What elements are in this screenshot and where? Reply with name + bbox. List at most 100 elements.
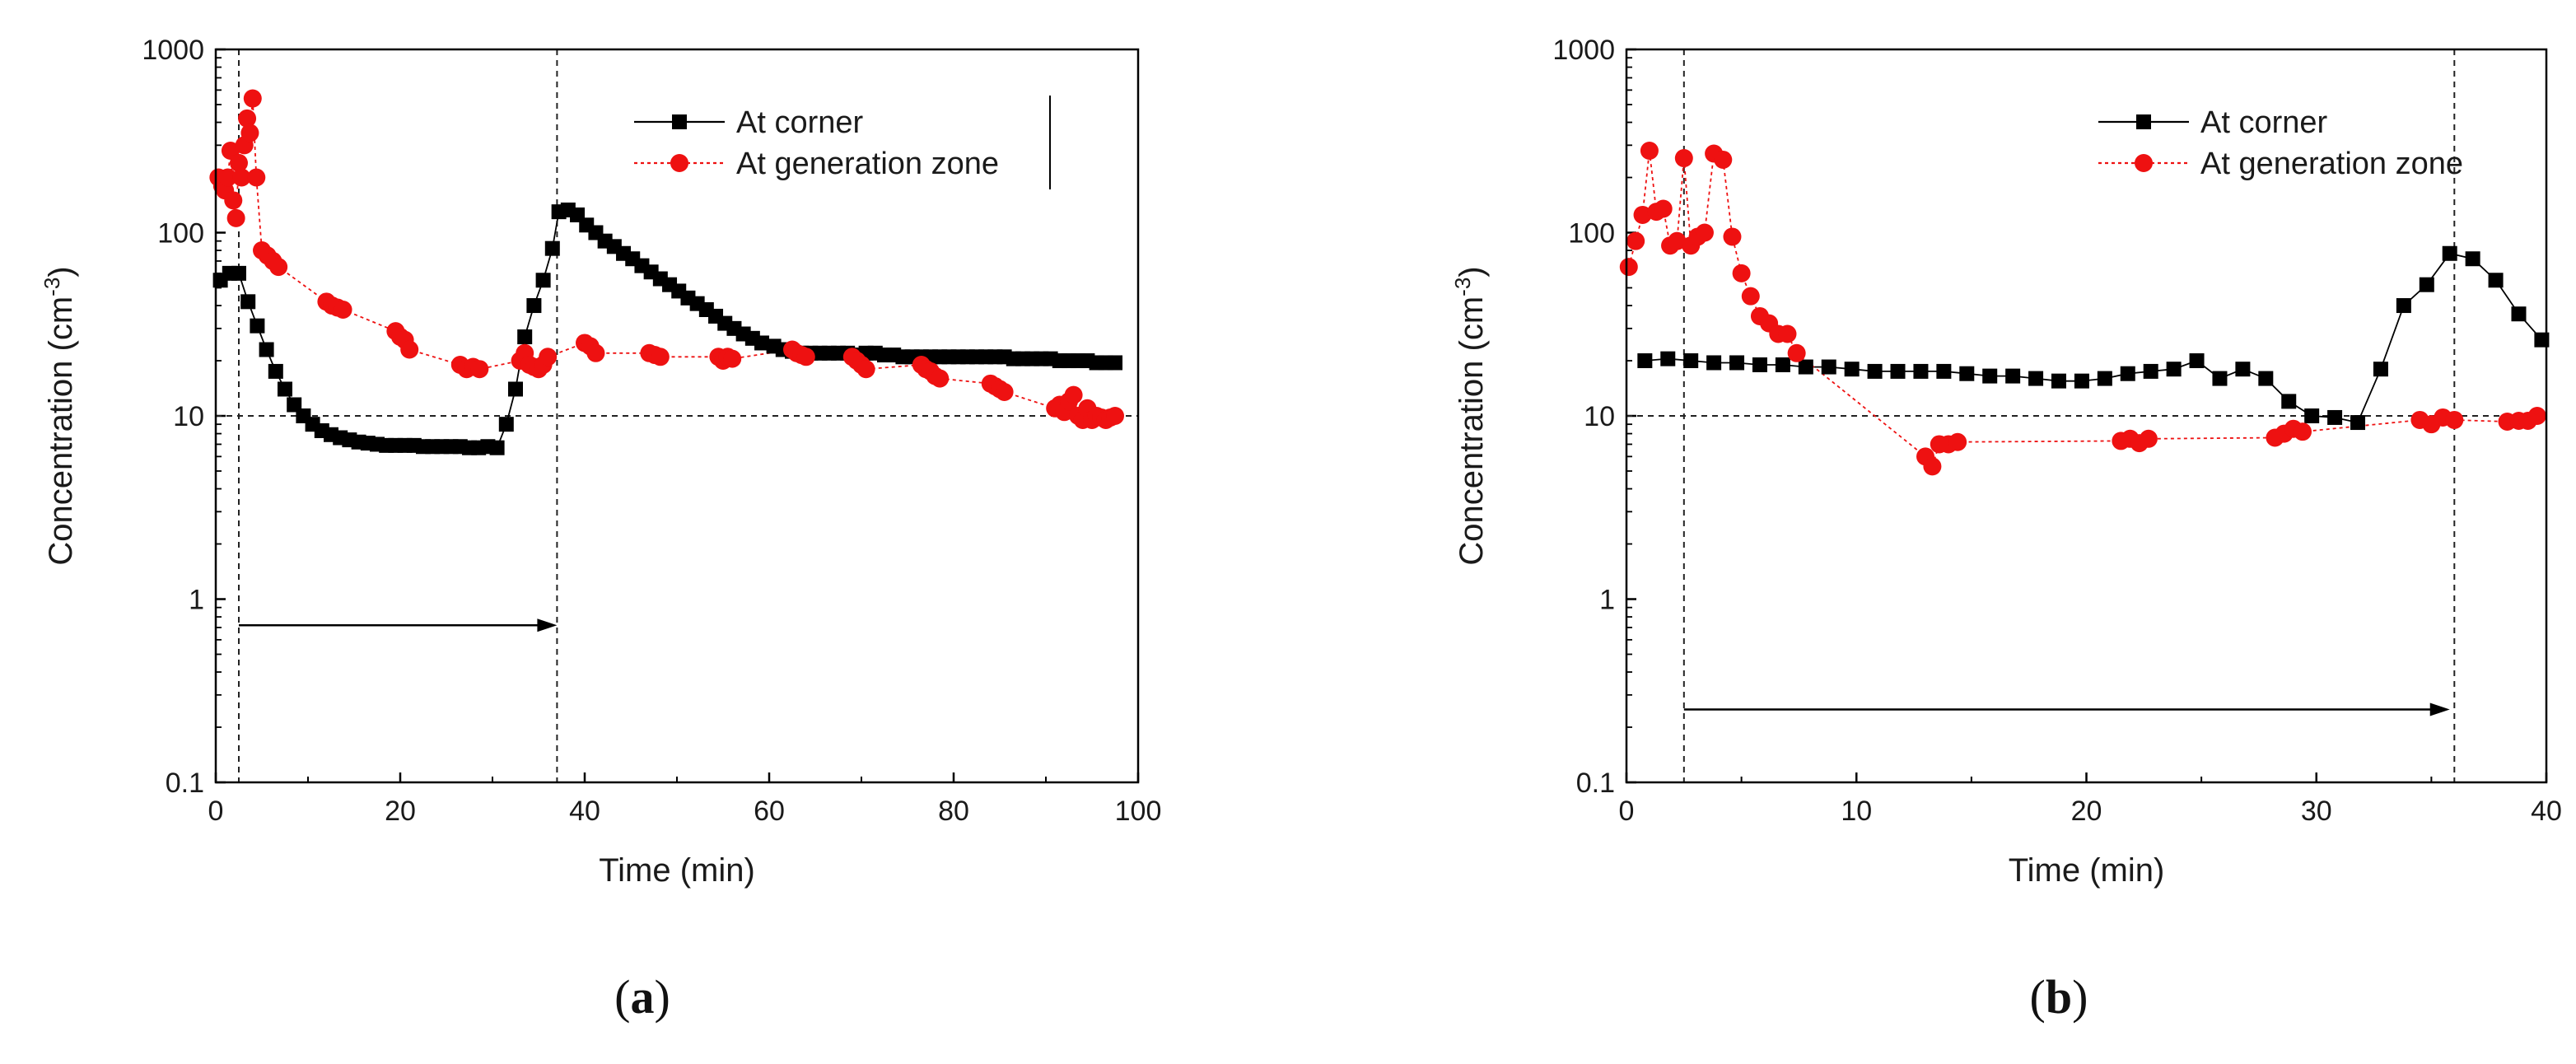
legend: At corner At generation zone (2098, 105, 2463, 181)
data-point-corner (278, 381, 292, 397)
data-point-corner (2166, 362, 2182, 377)
data-point-corner (1660, 351, 1676, 366)
data-point-generation-zone (1923, 457, 1942, 476)
data-point-corner (2258, 371, 2274, 386)
y-tick-label: 1 (1599, 585, 1615, 616)
data-point-corner (250, 318, 265, 334)
y-tick-label: 10 (1584, 401, 1615, 432)
x-tick-label: 80 (938, 796, 969, 827)
x-tick-label: 100 (1115, 796, 1162, 827)
data-point-corner (526, 298, 542, 314)
x-tick-label: 40 (2531, 796, 2562, 827)
data-point-corner (1108, 355, 1122, 371)
data-point-corner (2327, 409, 2343, 425)
legend-marker-square (2136, 114, 2151, 129)
y-axis-label-superscript: -3 (1450, 278, 1475, 296)
x-tick-label: 20 (2071, 796, 2102, 827)
data-point-corner (2143, 363, 2158, 379)
data-point-corner (2511, 306, 2527, 322)
data-point-generation-zone (1626, 231, 1645, 250)
data-point-generation-zone (1633, 205, 1652, 224)
data-point-generation-zone (224, 191, 243, 210)
data-point-corner (1982, 368, 1998, 384)
data-point-generation-zone (931, 369, 950, 388)
data-point-generation-zone (1640, 142, 1659, 161)
data-point-corner (1913, 363, 1929, 379)
data-point-corner (1729, 355, 1745, 371)
data-point-corner (2488, 273, 2504, 288)
x-axis-label: Time (min) (2009, 852, 2165, 889)
data-point-generation-zone (1723, 227, 1742, 246)
data-point-generation-zone (2445, 410, 2464, 429)
data-point-generation-zone (400, 340, 419, 359)
data-point-corner (508, 381, 523, 397)
data-point-generation-zone (238, 109, 257, 128)
data-point-corner (2442, 245, 2457, 261)
data-point-corner (1637, 353, 1653, 369)
data-point-generation-zone (856, 360, 875, 379)
data-point-generation-zone (243, 89, 262, 108)
data-point-generation-zone (586, 343, 605, 362)
y-tick-label: 100 (1568, 218, 1615, 250)
legend-marker-circle (2135, 154, 2153, 172)
data-point-corner (259, 342, 274, 357)
data-point-generation-zone (1064, 385, 1083, 404)
duration-arrow-head (2429, 702, 2450, 716)
panel-label-b: (b) (2030, 970, 2088, 1024)
legend-label: At generation zone (2200, 147, 2463, 181)
data-point-corner (2212, 371, 2228, 386)
legend-label: At corner (736, 105, 864, 140)
panel-label-letter: a (631, 970, 655, 1024)
axis-ticks: 0 10 20 30 40 0.1 1 10 100 1000 (1552, 35, 2562, 827)
data-point-corner (754, 335, 770, 351)
data-point-generation-zone (1668, 231, 1687, 250)
legend-marker-square (672, 114, 687, 129)
y-tick-label: 1000 (1552, 35, 1615, 66)
data-point-corner (2097, 371, 2112, 386)
data-point-corner (1890, 363, 1906, 379)
y-axis-label: Concentration (cm-3) (40, 266, 79, 565)
data-point-corner (1683, 353, 1699, 369)
y-tick-label: 10 (173, 401, 204, 432)
data-point-generation-zone (470, 360, 489, 379)
y-axis-label: Concentration (cm-3) (1450, 266, 1490, 565)
data-point-corner (2051, 373, 2066, 389)
x-tick-label: 0 (1619, 796, 1635, 827)
data-point-corner (287, 397, 302, 413)
y-axis-label-close: ) (43, 266, 79, 277)
data-point-corner (2005, 368, 2021, 384)
data-point-generation-zone (232, 168, 251, 187)
x-tick-label: 10 (1841, 796, 1872, 827)
data-point-corner (2120, 366, 2135, 381)
data-point-corner (1775, 357, 1790, 372)
panel-label-open: ( (2030, 970, 2046, 1024)
data-point-generation-zone (240, 124, 259, 142)
y-tick-label: 100 (157, 218, 204, 250)
data-point-generation-zone (2139, 429, 2158, 448)
data-point-generation-zone (1948, 432, 1967, 451)
data-point-generation-zone (269, 258, 288, 277)
legend-label: At corner (2200, 105, 2328, 140)
y-tick-label: 1 (189, 585, 204, 616)
legend-marker-circle (670, 154, 688, 172)
data-point-corner (231, 265, 246, 281)
series-markers (209, 89, 1124, 455)
x-tick-label: 20 (385, 796, 416, 827)
data-point-corner (2373, 362, 2388, 377)
chart-panel-a: 0 20 40 60 80 100 0.1 1 10 100 1000 At corner At ge… (40, 35, 1161, 1024)
data-point-generation-zone (651, 348, 670, 366)
x-tick-label: 60 (754, 796, 785, 827)
y-tick-label: 0.1 (1576, 768, 1615, 799)
legend: At corner At generation zone (634, 96, 1051, 189)
data-point-generation-zone (247, 168, 266, 187)
panel-label-close: ) (655, 970, 670, 1024)
panel-label-open: ( (614, 970, 630, 1024)
data-point-generation-zone (218, 168, 237, 187)
y-tick-label: 1000 (142, 35, 204, 66)
data-point-generation-zone (1787, 343, 1806, 362)
data-point-corner (1844, 362, 1860, 377)
data-point-corner (489, 440, 505, 455)
data-point-corner (2350, 415, 2366, 431)
axis-ticks: 0 20 40 60 80 100 0.1 1 10 100 1000 (142, 35, 1161, 827)
